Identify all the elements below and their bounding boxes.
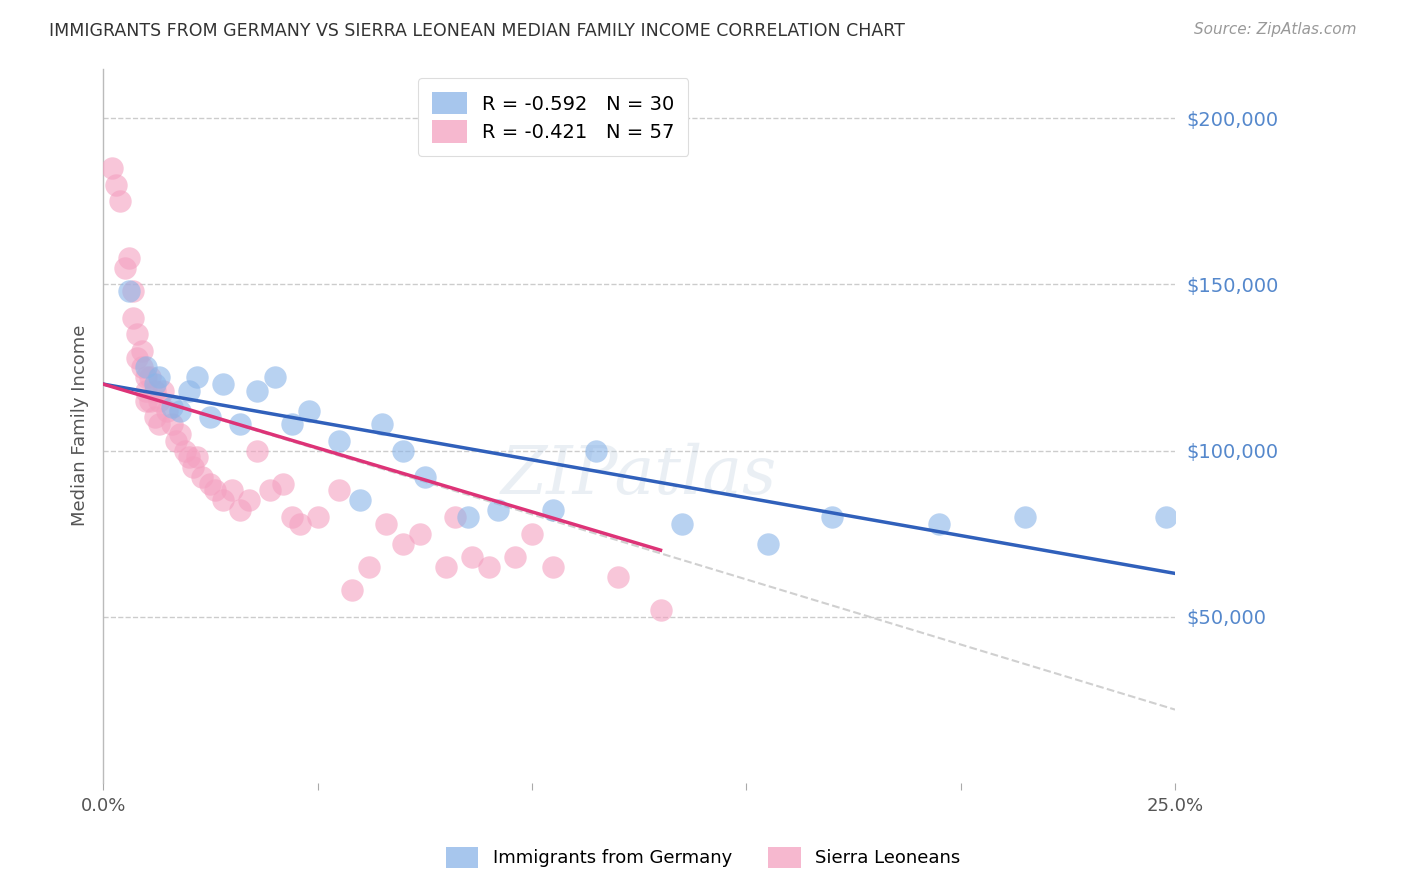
Point (156, 403, 179, 417)
Point (169, 403, 191, 417)
Point (486, 503, 509, 517)
Legend: Immigrants from Germany, Sierra Leoneans: Immigrants from Germany, Sierra Leoneans (434, 836, 972, 879)
Point (186, 450, 208, 465)
Point (139, 393, 162, 408)
Point (328, 483, 350, 498)
Point (165, 434, 187, 448)
Point (543, 559, 565, 574)
Point (298, 403, 321, 417)
Point (520, 526, 543, 541)
Point (671, 516, 693, 531)
Point (114, 260, 136, 275)
Point (160, 401, 183, 415)
Point (413, 470, 436, 484)
Point (392, 443, 415, 458)
Point (118, 284, 141, 298)
Point (434, 559, 457, 574)
Point (135, 370, 157, 384)
Point (110, 194, 132, 209)
Point (104, 178, 127, 192)
Point (1156, 510, 1178, 524)
Point (928, 516, 950, 531)
Point (349, 493, 371, 508)
Point (392, 536, 415, 550)
Point (148, 393, 170, 408)
Point (281, 510, 304, 524)
Point (246, 443, 269, 458)
Point (543, 503, 565, 517)
Point (585, 443, 607, 458)
Point (229, 503, 252, 517)
Point (443, 510, 465, 524)
Point (246, 384, 269, 398)
Point (271, 476, 294, 491)
Point (281, 417, 304, 431)
Point (135, 393, 157, 408)
Point (606, 570, 628, 584)
Point (135, 360, 157, 375)
Point (457, 510, 479, 524)
Point (478, 559, 501, 574)
Point (328, 434, 350, 448)
Point (307, 510, 329, 524)
Point (409, 526, 432, 541)
Point (122, 310, 145, 325)
Point (127, 351, 149, 365)
Point (221, 483, 243, 498)
Point (169, 426, 191, 441)
Point (821, 510, 844, 524)
Point (177, 450, 200, 465)
Point (461, 549, 484, 564)
Point (229, 417, 252, 431)
Point (135, 384, 157, 398)
Point (143, 410, 166, 425)
Point (148, 370, 170, 384)
Text: Source: ZipAtlas.com: Source: ZipAtlas.com (1194, 22, 1357, 37)
Point (340, 582, 363, 597)
Point (160, 417, 183, 431)
Point (650, 603, 672, 617)
Point (143, 384, 166, 398)
Point (290, 516, 312, 531)
Point (190, 470, 212, 484)
Point (177, 384, 200, 398)
Point (204, 483, 226, 498)
Point (200, 476, 222, 491)
Point (503, 549, 526, 564)
Text: IMMIGRANTS FROM GERMANY VS SIERRA LEONEAN MEDIAN FAMILY INCOME CORRELATION CHART: IMMIGRANTS FROM GERMANY VS SIERRA LEONEA… (49, 22, 905, 40)
Y-axis label: Median Family Income: Median Family Income (72, 325, 89, 526)
Point (148, 417, 170, 431)
Point (122, 284, 145, 298)
Point (127, 327, 149, 342)
Point (1014, 510, 1036, 524)
Point (756, 536, 779, 550)
Point (186, 370, 208, 384)
Text: ZIPatlas: ZIPatlas (501, 443, 778, 508)
Point (375, 516, 398, 531)
Point (131, 360, 153, 375)
Point (259, 483, 281, 498)
Point (139, 370, 162, 384)
Legend: R = -0.592   N = 30, R = -0.421   N = 57: R = -0.592 N = 30, R = -0.421 N = 57 (418, 78, 689, 156)
Point (357, 559, 380, 574)
Point (131, 343, 153, 358)
Point (212, 493, 235, 508)
Point (238, 493, 260, 508)
Point (173, 443, 195, 458)
Point (263, 370, 285, 384)
Point (371, 417, 394, 431)
Point (181, 460, 204, 475)
Point (152, 384, 174, 398)
Point (143, 377, 166, 392)
Point (200, 410, 222, 425)
Point (118, 251, 141, 265)
Point (212, 377, 235, 392)
Point (100, 161, 122, 176)
